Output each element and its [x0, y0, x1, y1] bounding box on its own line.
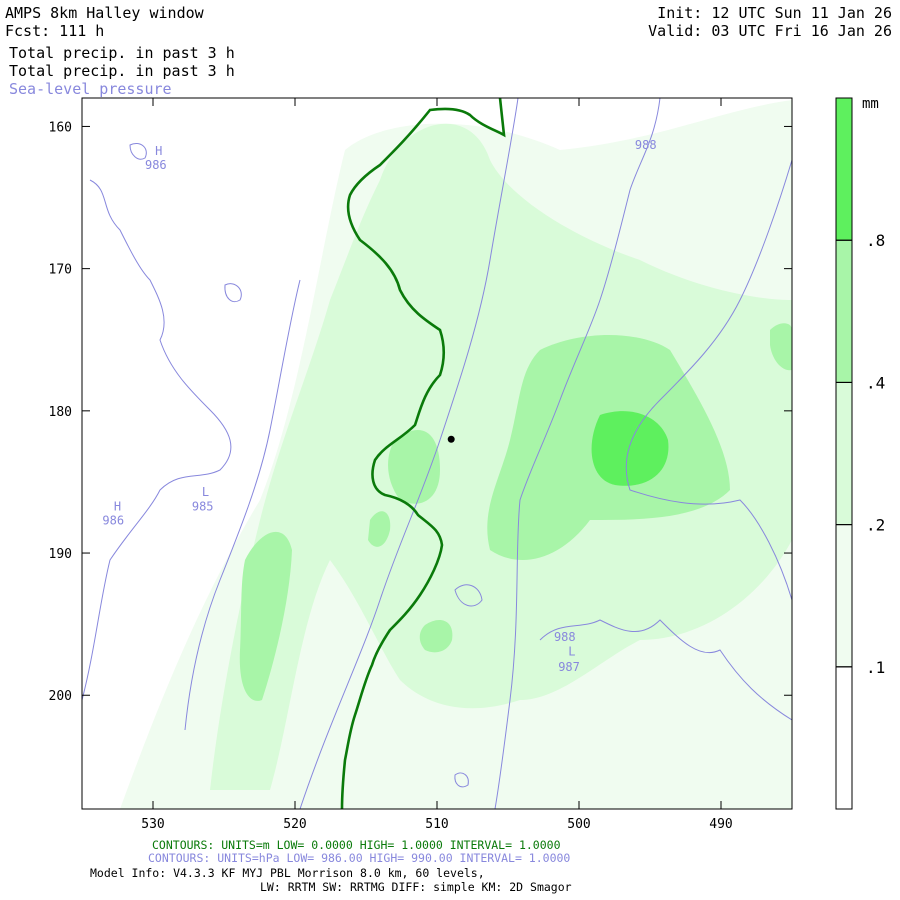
pressure-label: H	[114, 499, 121, 513]
pressure-contour-main	[299, 98, 519, 809]
chart-title: AMPS 8km Halley window	[5, 4, 204, 22]
colorbar-label: .8	[866, 231, 885, 250]
pressure-contour-loop-1	[129, 143, 147, 160]
x-tick-label: 510	[425, 817, 448, 832]
pressure-label: 988	[554, 630, 576, 644]
x-tick-label: 530	[141, 817, 164, 832]
colorbar: mm .1 .2 .4 .8	[835, 96, 885, 810]
colorbar-segment	[835, 239, 853, 383]
pressure-label: L	[568, 644, 575, 658]
field-label-2: Total precip. in past 3 h	[9, 62, 235, 80]
precip-patch-ne	[770, 323, 792, 371]
y-axis: 160 170 180 190 200	[49, 120, 792, 704]
terrain-contour-layer	[340, 98, 506, 809]
pressure-label: L	[202, 485, 209, 499]
pressure-contour-layer	[82, 98, 792, 809]
precip-patch-center	[388, 430, 440, 504]
field-label-3: Sea-level pressure	[9, 80, 172, 98]
y-tick-label: 170	[49, 263, 72, 278]
footer-model-info: Model Info: V4.3.3 KF MYJ PBL Morrison 8…	[90, 866, 485, 880]
colorbar-unit: mm	[862, 96, 879, 112]
footer-physics-info: LW: RRTM SW: RRTMG DIFF: simple KM: 2D S…	[260, 880, 572, 894]
y-tick-label: 200	[49, 689, 72, 704]
precip-patch-south	[419, 620, 453, 653]
precip-patch-west	[239, 531, 292, 701]
colorbar-label: .2	[866, 516, 885, 535]
precip-fill-layer	[120, 100, 792, 809]
footer-terrain-contours: CONTOURS: UNITS=m LOW= 0.0000 HIGH= 1.00…	[152, 838, 561, 852]
pressure-contour-southwest	[184, 279, 301, 731]
precip-band-02	[210, 123, 792, 791]
y-tick-label: 180	[49, 405, 72, 420]
footer-pressure-contours: CONTOURS: UNITS=hPa LOW= 986.00 HIGH= 99…	[148, 851, 571, 865]
forecast-hour: Fcst: 111 h	[5, 22, 105, 40]
x-tick-label: 490	[709, 817, 732, 832]
colorbar-label: .4	[866, 373, 885, 392]
x-tick-label: 520	[283, 817, 306, 832]
x-tick-label: 500	[567, 817, 590, 832]
y-tick-label: 190	[49, 547, 72, 562]
x-axis: 530 520 510 500 490	[141, 98, 733, 832]
pressure-contour-loop-3	[454, 584, 483, 607]
pressure-contour-988-south	[539, 619, 792, 721]
pressure-label: H	[155, 144, 162, 158]
init-time: Init: 12 UTC Sun 11 Jan 26	[657, 4, 892, 22]
station-marker	[447, 435, 455, 443]
pressure-contour-loop-2	[224, 283, 242, 303]
valid-time: Valid: 03 UTC Fri 16 Jan 26	[648, 22, 892, 40]
pressure-label: 988	[635, 138, 657, 152]
pressure-contour-east	[625, 159, 792, 601]
pressure-label: 986	[102, 514, 124, 528]
field-label-1: Total precip. in past 3 h	[9, 44, 235, 62]
colorbar-segment	[835, 381, 853, 526]
pressure-contour-988-north	[494, 98, 661, 809]
precip-patch-mid	[368, 511, 391, 547]
y-tick-label: 160	[49, 120, 72, 135]
pressure-label: 985	[192, 499, 214, 513]
precip-patch-nw	[334, 307, 353, 348]
pressure-label: 986	[145, 158, 167, 172]
terrain-contour-line	[340, 98, 506, 809]
precip-core	[591, 411, 669, 486]
colorbar-label: .1	[866, 658, 885, 677]
colorbar-segment	[835, 666, 853, 810]
pressure-contour-west	[82, 179, 232, 701]
colorbar-segment	[835, 524, 853, 668]
colorbar-segment	[835, 97, 853, 241]
pressure-label: 987	[558, 660, 580, 674]
pressure-contour-loop-4	[454, 772, 469, 788]
